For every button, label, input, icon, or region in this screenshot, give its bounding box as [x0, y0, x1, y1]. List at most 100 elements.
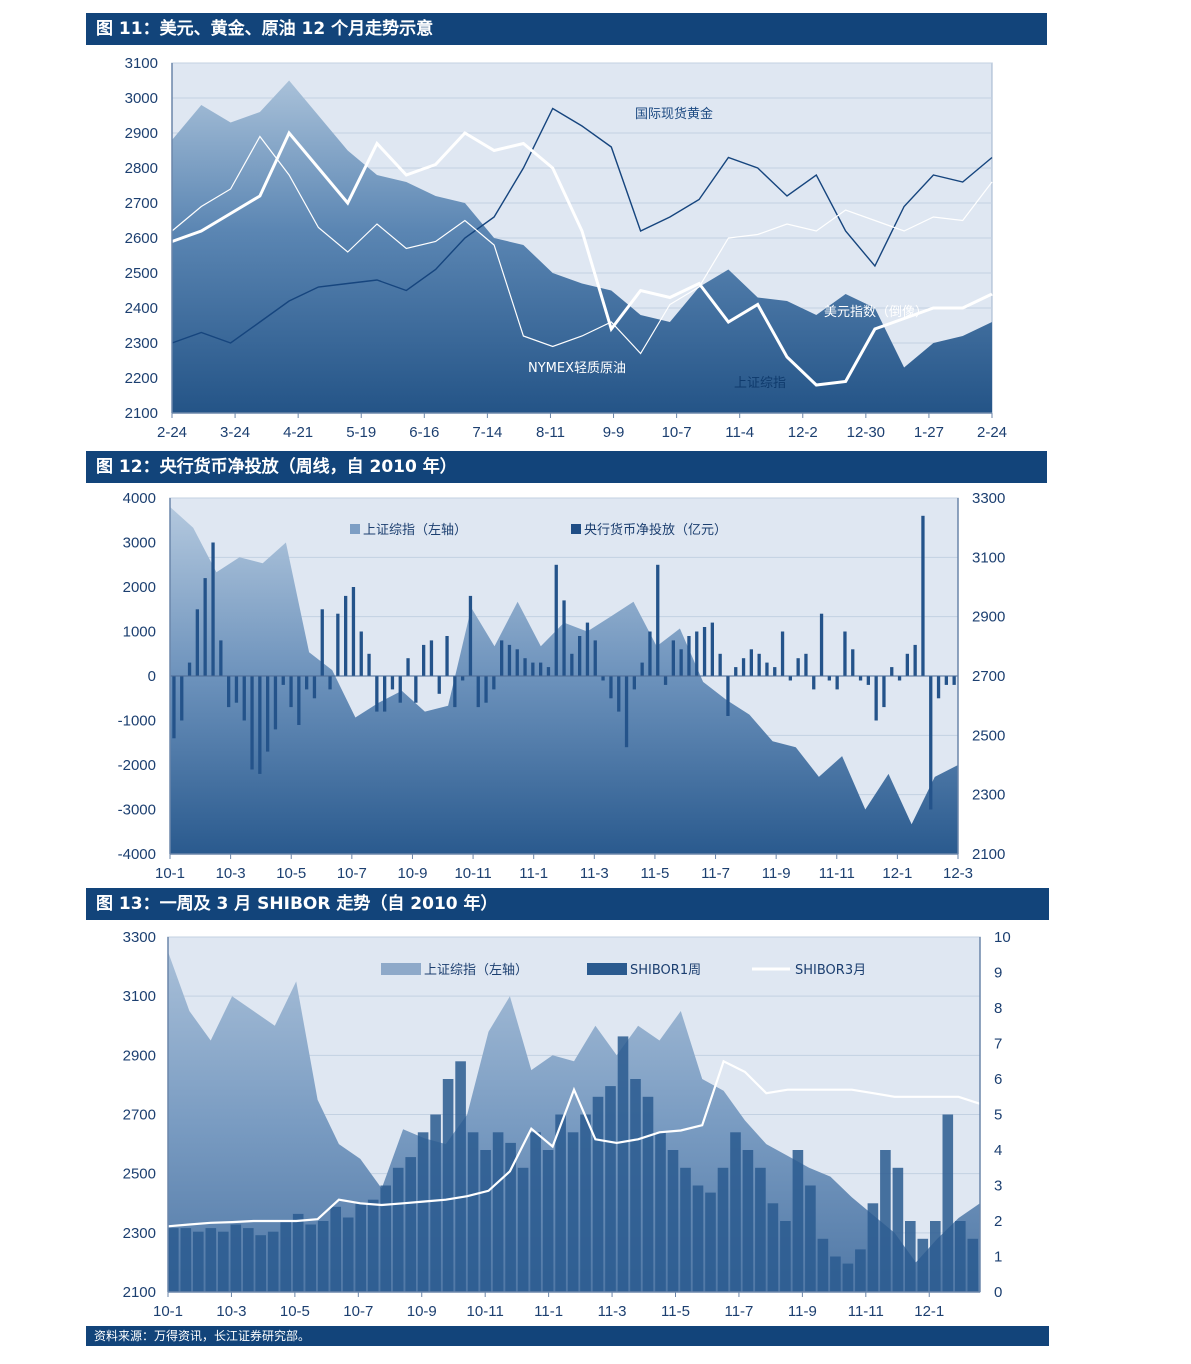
bar-net-injection [702, 627, 707, 676]
bar-net-injection [383, 676, 387, 712]
x-tick-label: 11-3 [598, 1303, 627, 1320]
bar-net-injection [656, 564, 660, 677]
bar-net-injection [507, 644, 512, 676]
bar-shibor-1w [742, 1150, 754, 1292]
y-left-tick-label: 4000 [123, 490, 156, 507]
bar-shibor-1w [355, 1203, 366, 1293]
bar-net-injection [546, 667, 551, 676]
bar-shibor-1w [692, 1185, 704, 1292]
legend-swatch-bar [571, 524, 581, 534]
bar-shibor-1w [342, 1217, 354, 1292]
bar-net-injection [297, 676, 301, 725]
bar-shibor-1w [292, 1213, 304, 1292]
x-tick-label: 10-5 [280, 1303, 310, 1320]
x-tick-label: 11-4 [725, 424, 754, 441]
bar-net-injection [312, 676, 317, 699]
area-series-shanghai-composite [172, 80, 992, 413]
bar-shibor-1w [367, 1199, 379, 1292]
annotation-gold: 国际现货黄金 [635, 106, 713, 122]
bar-shibor-1w [230, 1224, 242, 1292]
bar-net-injection [211, 542, 215, 676]
bar-net-injection [913, 644, 917, 676]
bar-shibor-1w [617, 1036, 629, 1292]
bar-shibor-1w [642, 1096, 654, 1293]
bar-shibor-1w [567, 1132, 579, 1293]
bar-shibor-1w [817, 1238, 829, 1293]
x-tick-label: 11-7 [724, 1303, 753, 1320]
source-note: 资料来源：万得资讯，长江证券研究部。 [86, 1326, 1049, 1346]
bar-shibor-1w [930, 1221, 941, 1292]
bar-net-injection [468, 595, 473, 676]
bar-net-injection [858, 676, 863, 681]
x-tick-label: 2-24 [977, 424, 1007, 441]
y-right-tick-label: 9 [994, 965, 1002, 982]
chart-pboc-net-injection: 4000 3000 2000 1000 0 -1000 -2000 -3000 -4000 330… [118, 490, 1006, 882]
y-tick-label: 2900 [125, 125, 158, 142]
x-tick-label: 8-11 [536, 424, 565, 441]
y-left-tick-label: 0 [148, 668, 156, 685]
bar-net-injection [827, 676, 831, 681]
x-tick-label: 1-27 [914, 424, 944, 441]
x-tick-label: 10-5 [276, 865, 306, 882]
bar-shibor-1w [805, 1185, 816, 1292]
bar-net-injection [593, 640, 597, 676]
x-tick-label: 10-3 [216, 1303, 246, 1320]
bar-net-injection [929, 676, 933, 810]
y-right-tick-label: 3300 [972, 490, 1005, 507]
bar-net-injection [359, 631, 363, 676]
bar-net-injection [305, 676, 309, 690]
bar-shibor-1w [755, 1167, 766, 1293]
bar-net-injection [936, 676, 941, 699]
x-tick-label: 9-9 [603, 424, 625, 441]
y-right-tick-label: 8 [994, 1000, 1002, 1017]
x-tick-label: 11-1 [519, 865, 548, 882]
bar-net-injection [281, 676, 285, 685]
bar-net-injection [866, 676, 870, 685]
legend-label: 上证综指（左轴） [424, 963, 528, 978]
y-right-tick-label: 2100 [972, 846, 1005, 863]
bar-net-injection [406, 658, 410, 676]
bar-net-injection [804, 653, 808, 677]
legend-swatch-area [350, 524, 360, 534]
bar-net-injection [585, 622, 590, 676]
bar-shibor-1w [867, 1203, 879, 1293]
bar-net-injection [320, 609, 324, 677]
legend-label: 央行货币净投放（亿元） [584, 522, 727, 538]
bar-shibor-1w [580, 1114, 591, 1292]
bar-shibor-1w [517, 1167, 529, 1293]
bar-net-injection [554, 564, 558, 677]
x-tick-label: 6-16 [409, 424, 439, 441]
x-tick-label: 10-9 [407, 1303, 437, 1320]
bar-net-injection [570, 653, 574, 677]
bar-net-injection [835, 676, 839, 690]
bar-shibor-1w [792, 1150, 804, 1292]
x-tick-label: 2-24 [157, 424, 187, 441]
bar-shibor-1w [467, 1132, 479, 1293]
bar-net-injection [414, 676, 418, 703]
chart-usd-gold-oil: 3100 3000 2900 2800 2700 2600 2500 2400 2300 2200… [125, 55, 1007, 441]
bar-shibor-1w [830, 1256, 841, 1292]
x-tick-label: 7-14 [472, 424, 502, 441]
x-tick-label: 11-5 [640, 865, 669, 882]
bar-net-injection [710, 622, 714, 676]
bar-net-injection [437, 676, 441, 694]
bar-net-injection [476, 676, 480, 708]
bar-net-injection [765, 662, 769, 676]
bar-shibor-1w [967, 1238, 979, 1293]
y-tick-label: 2700 [125, 195, 158, 212]
x-tick-label: 12-2 [788, 424, 818, 441]
bar-net-injection [422, 644, 426, 676]
y-left-tick-label: 2000 [123, 579, 156, 596]
bar-shibor-1w [905, 1221, 916, 1292]
bar-net-injection [851, 649, 855, 676]
bar-shibor-1w [780, 1221, 791, 1292]
y-left-tick-label: 1000 [123, 624, 156, 641]
bar-net-injection [500, 640, 504, 676]
bar-net-injection [344, 595, 348, 676]
bar-net-injection [687, 636, 691, 676]
y-left-tick-label: 3100 [123, 988, 156, 1005]
bar-net-injection [234, 676, 239, 703]
bar-net-injection [648, 631, 652, 676]
bar-shibor-1w [855, 1249, 866, 1292]
bar-net-injection [180, 676, 184, 721]
